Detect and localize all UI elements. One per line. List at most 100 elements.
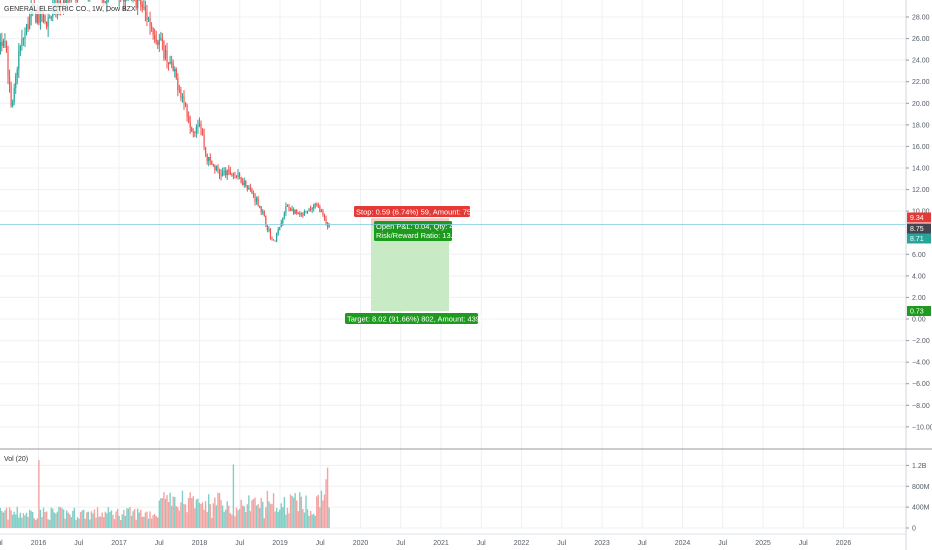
price-tick-label: 18.00 xyxy=(912,122,930,129)
volume-bar xyxy=(96,507,99,528)
volume-bar xyxy=(325,479,327,528)
volume-bar xyxy=(177,507,179,528)
candle-body xyxy=(323,214,326,219)
price-tick-label: 14.00 xyxy=(912,166,930,173)
volume-bar xyxy=(10,510,12,528)
volume-bar xyxy=(246,504,249,528)
candle-body xyxy=(211,160,213,165)
candle-body xyxy=(234,174,236,176)
volume-bar xyxy=(8,507,11,528)
volume-bar xyxy=(72,510,74,528)
candle-body xyxy=(237,173,239,177)
candle-body xyxy=(192,131,194,133)
stop-label-box[interactable]: Stop: 0.59 (6.74%) 59, Amount: 750.43 xyxy=(354,206,486,217)
candle-body xyxy=(255,198,258,202)
volume-bar xyxy=(116,508,119,528)
time-tick-label: Jul xyxy=(316,540,325,547)
time-tick-label: 2020 xyxy=(353,540,369,547)
candle-body xyxy=(262,211,264,213)
volume-bar xyxy=(56,511,59,528)
candle-body xyxy=(225,171,227,176)
volume-bar xyxy=(309,510,312,528)
candle-body xyxy=(191,127,193,132)
volume-bar xyxy=(61,508,63,528)
volume-indicator-label[interactable]: Vol (20) xyxy=(4,456,28,463)
volume-bar xyxy=(13,511,15,528)
price-tag xyxy=(907,306,931,316)
volume-bar xyxy=(86,512,88,528)
volume-bar xyxy=(243,506,245,528)
candle-body xyxy=(283,212,285,218)
candle-body xyxy=(286,206,289,208)
volume-bar xyxy=(75,519,77,528)
candle-body xyxy=(206,153,208,162)
volume-bar xyxy=(81,510,83,528)
volume-bar xyxy=(232,464,235,528)
candle-body xyxy=(274,240,276,242)
candle-body xyxy=(21,38,23,47)
price-tick-label: −4.00 xyxy=(912,360,930,367)
volume-bar xyxy=(53,512,56,528)
volume-bar xyxy=(84,518,86,528)
time-tick-label: Jul xyxy=(0,540,3,547)
candle-body xyxy=(76,0,79,1)
volume-axis[interactable]: 1.2B 800M 400M 0 xyxy=(906,463,930,533)
price-axis-tags: 9.34 8.75 8.71 0.73 xyxy=(907,212,931,316)
candle-body xyxy=(166,50,168,63)
open-pnl-box[interactable]: Open P&L: 0.04, Qty: 423 Risk/Reward Rat… xyxy=(374,221,462,241)
volume-bar xyxy=(55,513,57,528)
target-label-box[interactable]: Target: 8.02 (91.66%) 802, Amount: 4392.… xyxy=(345,313,495,324)
volume-bar xyxy=(221,505,224,528)
candle-body xyxy=(25,24,28,33)
volume-bar xyxy=(249,511,252,528)
volume-bar xyxy=(323,494,326,528)
price-tick-label: 20.00 xyxy=(912,101,930,108)
volume-bar xyxy=(203,509,205,528)
candle-body xyxy=(144,6,147,12)
long-position-tool[interactable]: Stop: 0.59 (6.74%) 59, Amount: 750.43 Op… xyxy=(345,206,495,324)
candle-body xyxy=(212,164,214,166)
price-tick-label: 26.00 xyxy=(912,36,930,43)
candle-body xyxy=(36,14,38,23)
volume-bar xyxy=(316,496,318,528)
time-tick-label: 2025 xyxy=(755,540,771,547)
candle-body xyxy=(161,38,163,42)
volume-bar xyxy=(158,500,161,528)
candle-body xyxy=(19,46,21,52)
candle-body xyxy=(184,102,187,106)
candle-body xyxy=(319,206,321,213)
volume-bar xyxy=(5,507,8,528)
price-tag-label: 8.71 xyxy=(910,236,924,243)
candle-body xyxy=(266,225,268,231)
price-axis-background xyxy=(906,0,932,528)
volume-bar xyxy=(172,496,174,528)
volume-bar xyxy=(265,507,267,528)
time-tick-label: 2026 xyxy=(836,540,852,547)
candle-body xyxy=(320,210,323,213)
volume-bar xyxy=(178,510,181,528)
price-axis[interactable]: 28.00 26.00 24.00 22.00 20.00 18.00 16.00 14.00… xyxy=(905,0,932,550)
volume-bar xyxy=(33,518,35,528)
volume-bar xyxy=(322,500,324,528)
candle-body xyxy=(240,176,242,183)
candle-body xyxy=(4,40,6,42)
volume-bar xyxy=(69,514,71,528)
candle-body xyxy=(303,211,306,216)
candle-body xyxy=(167,62,170,65)
price-tick-label: −10.00 xyxy=(912,424,932,431)
symbol-title[interactable]: GENERAL ELECTRIC CO., 1W, Dow BZX xyxy=(4,6,136,13)
price-tag xyxy=(907,233,931,244)
time-axis[interactable]: Jul 2016 Jul 2017 Jul 2018 Jul 2019 Jul 2020 Jul 20… xyxy=(0,533,906,547)
volume-bar xyxy=(133,508,136,528)
volume-bar xyxy=(192,496,194,528)
candle-body xyxy=(24,32,26,40)
volume-bar xyxy=(47,519,49,528)
candle-body xyxy=(15,75,17,88)
price-tick-label: 12.00 xyxy=(912,187,930,194)
candle-body xyxy=(223,171,225,173)
volume-bar xyxy=(201,502,204,528)
candle-body xyxy=(254,194,256,202)
candle-body xyxy=(146,11,148,20)
candle-body xyxy=(259,206,261,207)
